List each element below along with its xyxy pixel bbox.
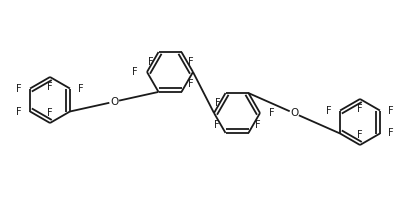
Text: F: F — [255, 120, 260, 130]
Text: F: F — [388, 106, 394, 115]
Text: O: O — [290, 108, 298, 118]
Text: F: F — [357, 130, 363, 140]
Text: F: F — [269, 108, 275, 118]
Text: F: F — [47, 82, 53, 92]
Text: F: F — [214, 120, 219, 130]
Text: F: F — [388, 128, 394, 138]
Text: F: F — [78, 84, 84, 94]
Text: F: F — [326, 106, 332, 115]
Text: O: O — [110, 97, 118, 107]
Text: F: F — [47, 108, 53, 118]
Text: F: F — [148, 57, 153, 67]
Text: F: F — [357, 104, 363, 114]
Text: F: F — [132, 67, 138, 77]
Text: F: F — [16, 107, 22, 116]
Text: F: F — [188, 79, 193, 89]
Text: F: F — [215, 98, 220, 108]
Text: F: F — [16, 84, 22, 94]
Text: F: F — [188, 57, 193, 67]
